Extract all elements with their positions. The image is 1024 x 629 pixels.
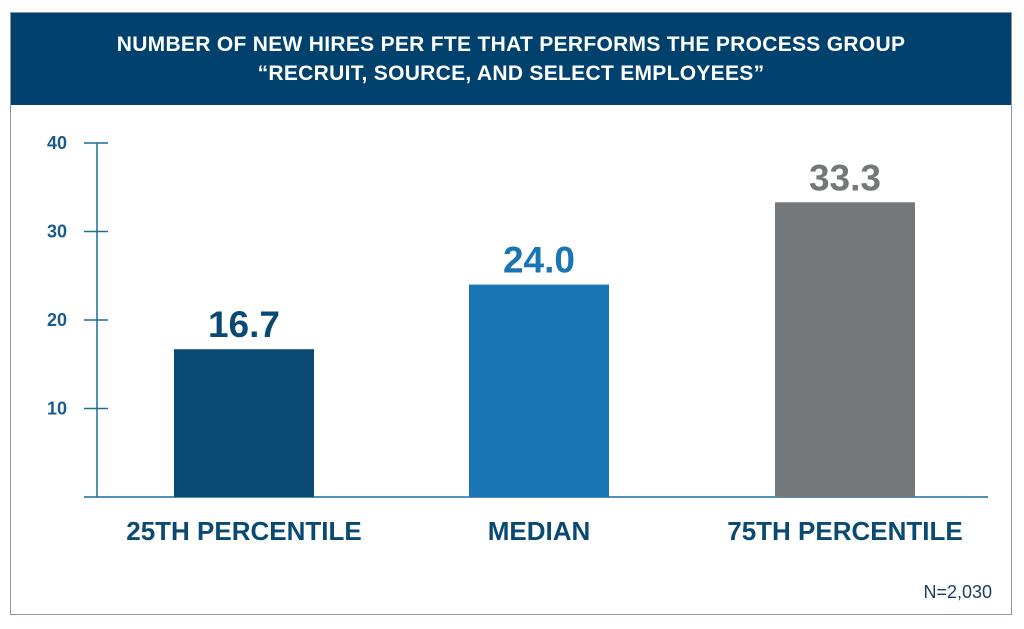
bar-value-label-2: 33.3	[809, 157, 881, 198]
category-label-2: 75TH PERCENTILE	[727, 516, 963, 546]
chart-title: NUMBER OF NEW HIRES PER FTE THAT PERFORM…	[116, 33, 906, 56]
bar-1	[469, 284, 609, 497]
category-label-1: MEDIAN	[488, 516, 591, 546]
y-tick-label-3: 40	[47, 133, 67, 153]
sample-size-note: N=2,030	[923, 582, 992, 602]
bar-0	[174, 349, 314, 497]
y-tick-label-1: 20	[47, 310, 67, 330]
chart-header: NUMBER OF NEW HIRES PER FTE THAT PERFORM…	[11, 13, 1011, 105]
y-tick-label-2: 30	[47, 222, 67, 242]
bar-value-label-0: 16.7	[208, 304, 280, 345]
bar-2	[775, 202, 915, 498]
category-label-0: 25TH PERCENTILE	[126, 516, 362, 546]
y-tick-label-0: 10	[47, 399, 67, 419]
chart-subtitle: “RECRUIT, SOURCE, AND SELECT EMPLOYEES”	[257, 62, 765, 85]
bar-value-label-1: 24.0	[503, 240, 575, 281]
